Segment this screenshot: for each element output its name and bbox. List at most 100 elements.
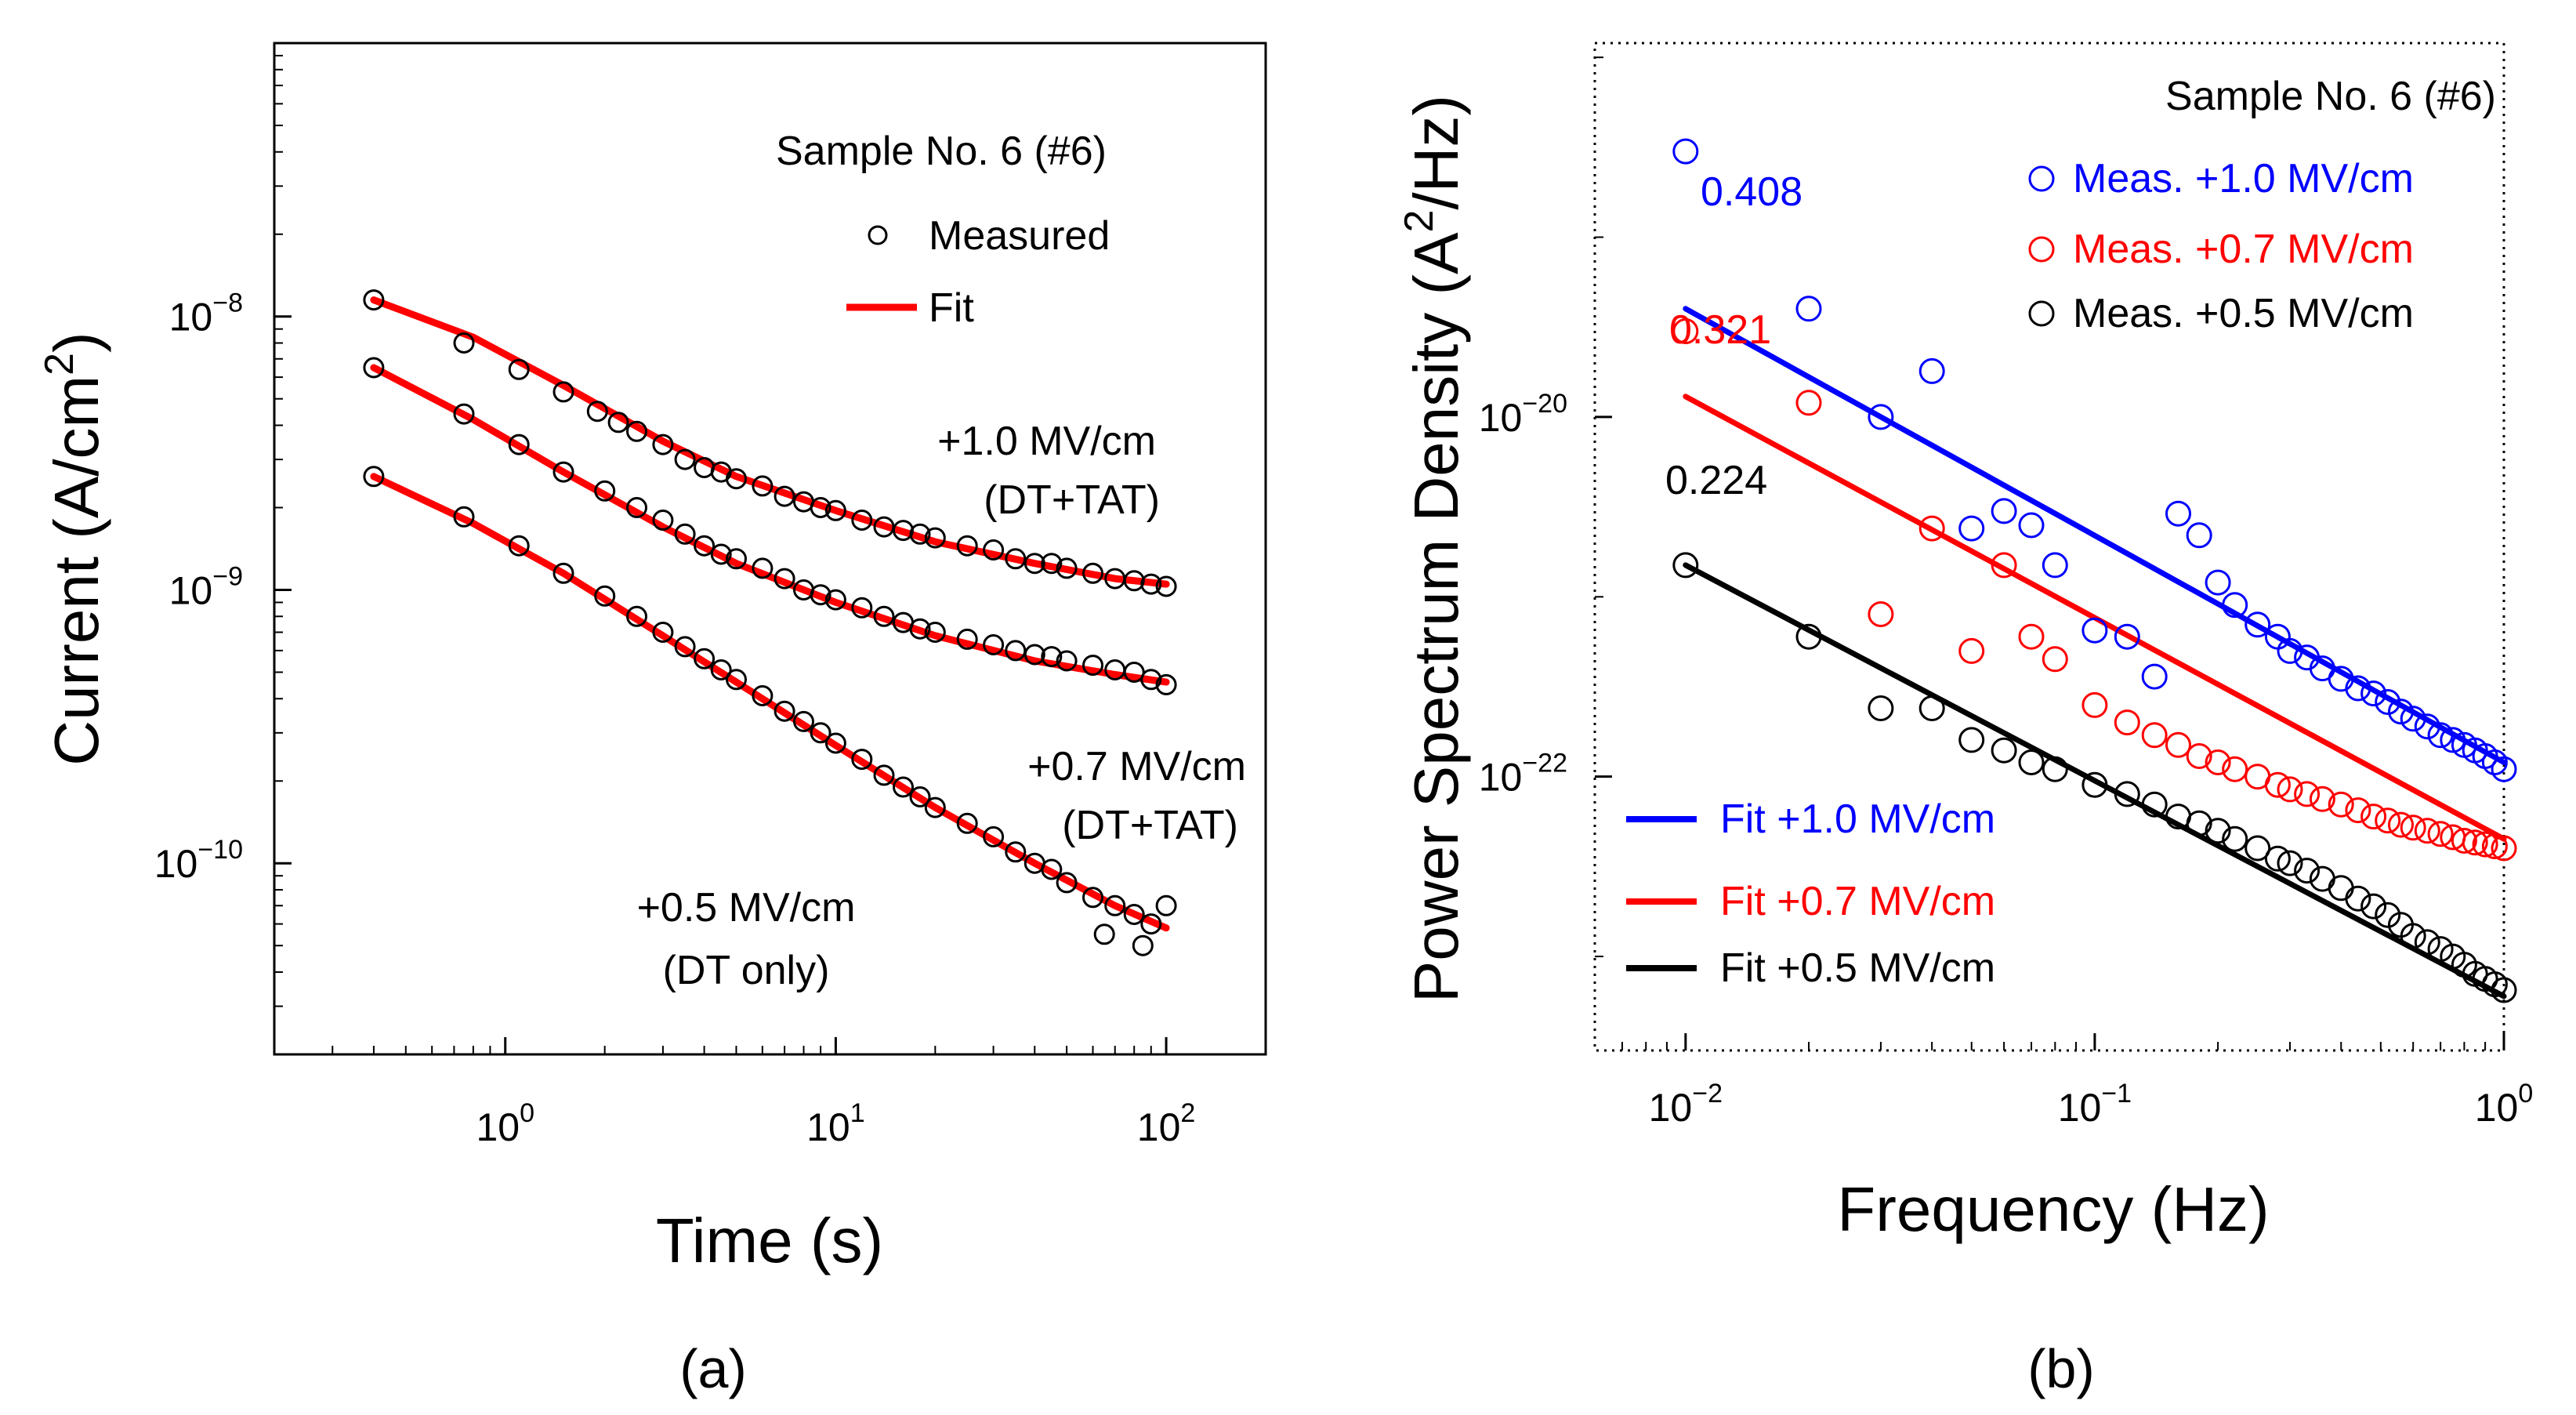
measured-point-series-3	[2141, 791, 2168, 818]
measured-point-series-1	[752, 475, 774, 497]
measured-point-series-1	[453, 332, 475, 354]
x-tick-label: 100	[2475, 1079, 2534, 1130]
measured-point-series-2	[694, 535, 716, 557]
measured-point-series-2	[363, 357, 385, 379]
y-tick-label: 10−22	[1479, 749, 1567, 800]
measured-point-series-1	[810, 497, 831, 518]
measured-point-series-3	[2375, 902, 2401, 928]
measured-point-series-2	[2360, 804, 2387, 830]
measured-point-series-3	[2114, 781, 2140, 807]
measured-point-series-2	[594, 480, 616, 502]
measured-point-series-1	[2481, 749, 2508, 775]
measured-point-series-1	[924, 527, 946, 549]
y-tick-label-base: 10	[1479, 396, 1523, 440]
y-tick-label-base: 10	[169, 568, 213, 612]
x-tick-label: 10−1	[2058, 1079, 2132, 1130]
measured-point-series-3	[909, 786, 931, 807]
measured-point-series-1	[1024, 553, 1045, 575]
measured-point-series-2	[2081, 691, 2108, 718]
measured-point-series-3	[694, 648, 716, 669]
measured-point-series-1	[2375, 689, 2401, 715]
panel-a-legend-fit-label: Fit	[929, 285, 974, 331]
panel-b-slope-label-3: 0.224	[1665, 458, 1767, 503]
measured-point-series-3	[1041, 858, 1063, 880]
panel-a-series-2-field-label: +0.7 MV/cm	[1027, 744, 1246, 789]
measured-point-series-2	[2375, 807, 2401, 834]
y-tick-label: 10−8	[169, 288, 243, 339]
y-tick-label-base: 10	[1479, 756, 1523, 800]
measured-point-series-3	[1056, 872, 1078, 894]
measured-point-series-2	[1140, 669, 1162, 691]
x-tick-label-base: 10	[1137, 1105, 1181, 1149]
measured-point-series-3	[873, 764, 895, 786]
y-tick-label-exponent: −22	[1522, 749, 1567, 778]
measured-point-series-3	[2018, 749, 2045, 775]
panel-b-label: (b)	[2027, 1338, 2095, 1399]
measured-point-series-2	[626, 497, 647, 518]
y-tick-label: 10−20	[1479, 389, 1567, 440]
y-tick-label: 10−9	[169, 561, 243, 612]
panel-a-x-axis-title: Time (s)	[656, 1206, 883, 1275]
panel-b-slope-label-1: 0.408	[1701, 169, 1802, 215]
measured-point-series-2	[2141, 722, 2168, 749]
measured-point-series-2	[1958, 637, 1985, 664]
measured-point-series-2	[2114, 709, 2140, 736]
measured-point-series-1	[2042, 552, 2068, 579]
x-tick-label: 100	[476, 1098, 534, 1149]
measured-point-series-2	[2042, 646, 2068, 673]
measured-point-series-3	[1093, 923, 1115, 945]
measured-point-series-2	[710, 543, 732, 565]
measured-point-series-1	[1082, 562, 1103, 584]
panel-b-legend-meas-1-marker	[2028, 165, 2055, 192]
measured-point-series-3	[2400, 923, 2426, 949]
y-tick-label-exponent: −20	[1522, 389, 1567, 419]
measured-point-series-3	[2081, 771, 2108, 798]
measured-point-series-1	[2114, 623, 2140, 650]
measured-point-series-3	[1672, 552, 1699, 579]
panel-a-legend-measured-marker	[868, 225, 888, 245]
measured-point-series-3	[652, 622, 674, 643]
measured-point-series-2	[824, 589, 846, 611]
x-tick-label-exponent: 0	[2518, 1079, 2533, 1108]
measured-point-series-3	[810, 722, 831, 744]
measured-point-series-3	[674, 636, 696, 658]
panel-a-series-1-field-label: +1.0 MV/cm	[937, 419, 1156, 464]
measured-point-series-2	[2328, 791, 2354, 818]
measured-point-series-1	[851, 510, 873, 531]
measured-point-series-2	[2345, 797, 2371, 824]
measured-point-series-1	[674, 448, 696, 470]
measured-point-series-3	[710, 659, 732, 680]
x-tick-label-exponent: 0	[520, 1098, 534, 1128]
measured-point-series-3	[2427, 936, 2454, 963]
measured-point-series-1	[2277, 637, 2303, 664]
panel-a-legend-title: Sample No. 6 (#6)	[776, 129, 1107, 174]
measured-point-series-1	[508, 358, 530, 380]
x-tick-label: 10−2	[1649, 1079, 1723, 1130]
measured-point-series-3	[2277, 850, 2303, 876]
measured-point-series-1	[2440, 727, 2466, 753]
panel-a-y-axis-title-main: Current (A/cm	[42, 376, 111, 766]
measured-point-series-3	[1991, 737, 2017, 764]
measured-point-series-2	[2309, 786, 2335, 812]
measured-point-series-2	[1155, 673, 1177, 695]
panel-b-y-axis-title-suffix: /Hz)	[1401, 95, 1471, 210]
measured-point-series-2	[2277, 776, 2303, 803]
measured-point-series-2	[2388, 811, 2414, 838]
measured-point-series-3	[851, 749, 873, 771]
panel-b-legend-meas-3-marker	[2028, 300, 2055, 327]
measured-point-series-1	[2205, 569, 2231, 596]
x-tick-label-exponent: 2	[1180, 1098, 1195, 1128]
measured-point-series-3	[983, 825, 1005, 847]
measured-point-series-1	[2388, 698, 2414, 725]
measured-point-series-2	[983, 634, 1005, 655]
measured-point-series-1	[1958, 515, 1985, 542]
measured-point-series-3	[893, 776, 914, 798]
measured-point-series-2	[2400, 815, 2426, 841]
measured-point-series-3	[752, 685, 774, 706]
measured-point-series-2	[1024, 644, 1045, 666]
measured-point-series-2	[774, 568, 795, 590]
measured-point-series-2	[752, 557, 774, 579]
